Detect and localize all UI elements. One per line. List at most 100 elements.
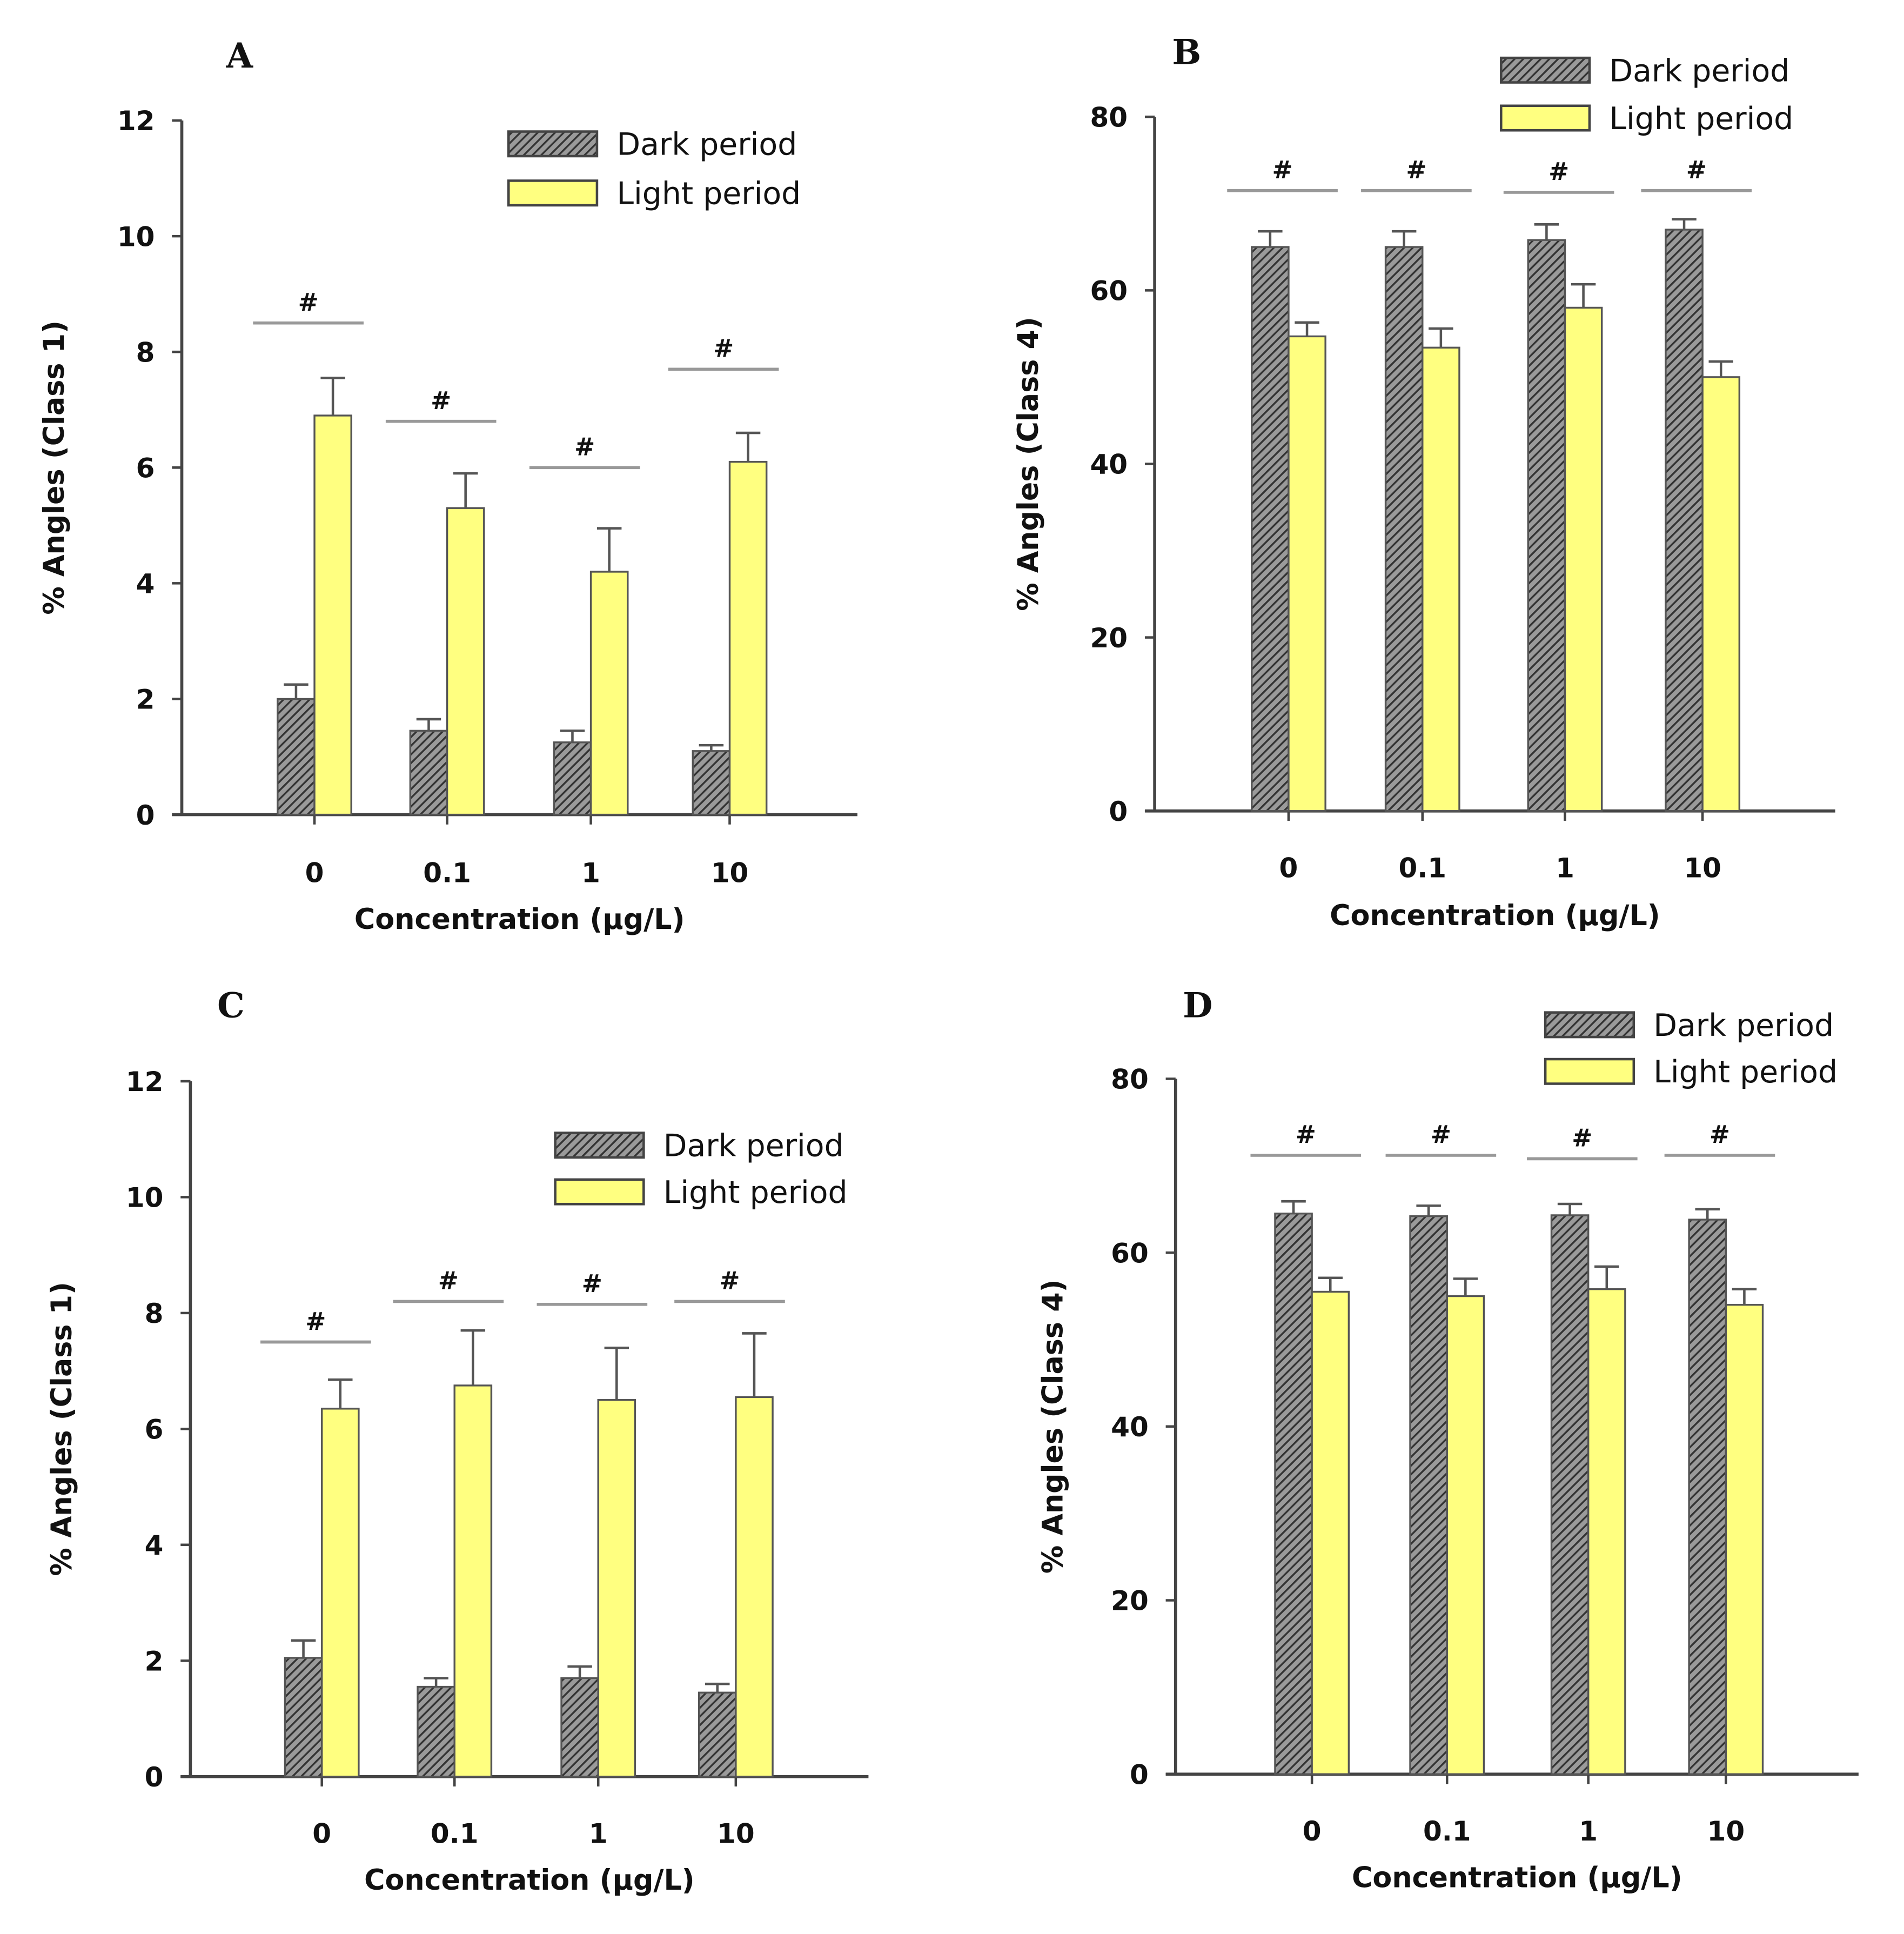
y-tick-label: 4 <box>136 568 155 600</box>
y-tick-label: 12 <box>117 105 155 137</box>
bar-dark <box>1251 246 1290 812</box>
panel-label: B <box>1172 32 1201 72</box>
y-tick-label: 10 <box>117 221 155 252</box>
legend-swatch-light <box>554 1178 645 1206</box>
legend: Dark period Light period <box>1500 53 1793 137</box>
y-tick-label: 10 <box>126 1182 164 1214</box>
y-tick-label: 80 <box>1111 1064 1149 1095</box>
panel-b: B 0 20 40 60 80 0 #0.1 #1 #10 # Concentration (µg/L… <box>1012 32 1835 932</box>
x-axis-label: Concentration (µg/L) <box>1330 899 1660 932</box>
y-tick-label: 40 <box>1090 449 1128 480</box>
legend-label: Light period <box>1653 1054 1838 1090</box>
significance-marker: # <box>713 334 734 363</box>
bar-light <box>1564 306 1603 812</box>
legend-swatch-light <box>507 179 599 207</box>
y-tick-label: 8 <box>136 337 155 368</box>
x-tick-label: 0 <box>1279 853 1298 884</box>
significance-marker: # <box>298 288 319 317</box>
bar-light <box>1446 1295 1485 1775</box>
y-axis-label: % Angles (Class 1) <box>45 1282 78 1576</box>
panel-label: D <box>1183 986 1212 1026</box>
bar-light <box>453 1384 493 1778</box>
legend-swatch-dark <box>554 1132 645 1159</box>
bar-dark <box>553 741 592 816</box>
significance-marker: # <box>1572 1124 1592 1153</box>
y-tick-label: 60 <box>1111 1237 1149 1269</box>
x-axis-label: Concentration (µg/L) <box>354 903 685 936</box>
bar-light <box>728 460 768 816</box>
y-tick-label: 40 <box>1111 1411 1149 1443</box>
legend-label: Light period <box>1609 101 1793 137</box>
y-tick-label: 0 <box>136 800 155 831</box>
x-tick-label: 0 <box>312 1818 331 1850</box>
significance-marker: # <box>1406 156 1426 184</box>
significance-marker: # <box>1709 1120 1730 1149</box>
bar-dark <box>284 1657 323 1778</box>
significance-marker: # <box>1431 1120 1451 1149</box>
panel-label: C <box>217 986 245 1026</box>
y-tick-label: 8 <box>145 1298 164 1329</box>
y-tick-label: 2 <box>136 684 155 715</box>
bar-light <box>1288 335 1326 812</box>
bar-light <box>1725 1303 1764 1775</box>
x-tick-label: 1 <box>581 858 600 889</box>
bar-light <box>446 507 485 816</box>
bar-dark <box>1550 1214 1590 1775</box>
x-tick-label: 0 <box>305 858 324 889</box>
bar-light <box>1701 376 1741 812</box>
x-axis-label: Concentration (µg/L) <box>364 1864 695 1897</box>
bar-dark <box>409 730 448 816</box>
legend-label: Dark period <box>616 127 797 163</box>
legend-label: Dark period <box>1653 1008 1834 1043</box>
legend-swatch-dark <box>507 130 599 158</box>
y-axis-label: % Angles (Class 4) <box>1037 1280 1070 1574</box>
legend-swatch-dark <box>1544 1011 1635 1039</box>
legend-swatch-light <box>1544 1058 1635 1085</box>
significance-marker: # <box>719 1267 740 1295</box>
x-tick-label: 0.1 <box>1398 853 1446 884</box>
y-tick-label: 20 <box>1090 623 1128 654</box>
y-tick-label: 12 <box>126 1066 164 1098</box>
bar-dark <box>560 1677 599 1778</box>
x-axis-label: Concentration (µg/L) <box>1352 1861 1682 1894</box>
x-tick-label: 10 <box>1707 1816 1745 1847</box>
x-tick-label: 10 <box>711 858 749 889</box>
significance-marker: # <box>1686 156 1707 184</box>
legend: Dark period Light period <box>554 1128 848 1210</box>
significance-marker: # <box>438 1267 459 1295</box>
y-tick-label: 0 <box>1109 796 1128 827</box>
bar-dark <box>417 1685 455 1778</box>
bar-dark <box>1527 239 1566 812</box>
significance-marker: # <box>1296 1120 1316 1149</box>
y-tick-label: 4 <box>145 1530 164 1561</box>
legend-label: Light period <box>663 1175 848 1210</box>
bar-dark <box>277 698 316 816</box>
bar-light <box>735 1396 774 1778</box>
bar-light <box>1587 1288 1626 1775</box>
y-tick-label: 6 <box>136 452 155 484</box>
significance-marker: # <box>305 1307 326 1336</box>
panel-d: D 0 20 40 60 80 0 #0.1 #1 #10 # Concentration (µg/L… <box>1037 986 1859 1894</box>
x-tick-label: 1 <box>1556 853 1574 884</box>
bar-dark <box>1274 1213 1313 1775</box>
y-tick-label: 0 <box>1130 1759 1149 1790</box>
panel-label: A <box>226 36 254 76</box>
x-tick-label: 10 <box>1684 853 1721 884</box>
x-tick-label: 0 <box>1303 1816 1322 1847</box>
legend-label: Light period <box>616 176 801 212</box>
y-tick-label: 80 <box>1090 102 1128 133</box>
legend-swatch-light <box>1500 104 1591 132</box>
legend: Dark period Light period <box>507 127 801 212</box>
legend-swatch-dark <box>1500 56 1591 84</box>
y-tick-label: 60 <box>1090 276 1128 307</box>
bar-light <box>313 414 352 816</box>
bar-dark <box>1384 246 1424 812</box>
y-tick-label: 20 <box>1111 1585 1149 1617</box>
x-tick-label: 0.1 <box>431 1818 479 1850</box>
y-tick-label: 0 <box>145 1762 164 1793</box>
x-tick-label: 1 <box>1579 1816 1598 1847</box>
bar-dark <box>1665 229 1704 812</box>
significance-marker: # <box>574 433 595 461</box>
y-tick-label: 2 <box>145 1645 164 1677</box>
